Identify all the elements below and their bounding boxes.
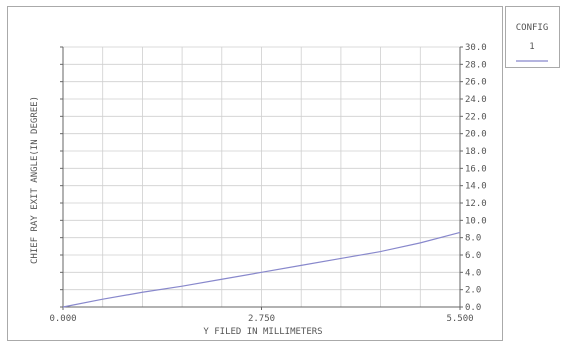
y-tick-label: 22.0 [465,112,487,122]
y-tick-label: 24.0 [465,95,487,105]
y-tick-label: 30.0 [465,43,487,53]
y-tick-label: 20.0 [465,130,487,140]
x-axis-label: Y FILED IN MILLIMETERS [203,327,322,337]
x-tick-label: 5.500 [446,314,473,324]
series-layer [62,231,461,308]
y-tick-label: 18.0 [465,147,487,157]
legend: CONFIG 1 [505,6,560,68]
y-tick-label: 16.0 [465,164,487,174]
legend-title: CONFIG [516,23,549,33]
y-tick-label: 2.0 [465,286,481,296]
legend-entry-label: 1 [529,42,534,52]
tick-labels: 0.0 2.0 4.0 6.0 8.0 10.0 12.0 14.0 16.0 18.0 20.0 2… [49,43,486,324]
y-tick-label: 12.0 [465,199,487,209]
y-tick-label: 0.0 [465,303,481,313]
x-tick-label: 0.000 [49,314,76,324]
series-line-1 [62,231,461,308]
y-axis-label: CHIEF RAY EXIT ANGLE(IN DEGREE) [30,96,40,264]
y-tick-label: 26.0 [465,78,487,88]
y-tick-label: 4.0 [465,268,481,278]
y-tick-label: 6.0 [465,251,481,261]
y-tick-label: 10.0 [465,216,487,226]
plot-frame [7,6,503,341]
y-tick-label: 28.0 [465,60,487,70]
x-tick-label: 2.750 [248,314,275,324]
y-tick-label: 8.0 [465,234,481,244]
axes [60,46,463,310]
legend-box [505,6,560,68]
y-tick-label: 14.0 [465,182,487,192]
